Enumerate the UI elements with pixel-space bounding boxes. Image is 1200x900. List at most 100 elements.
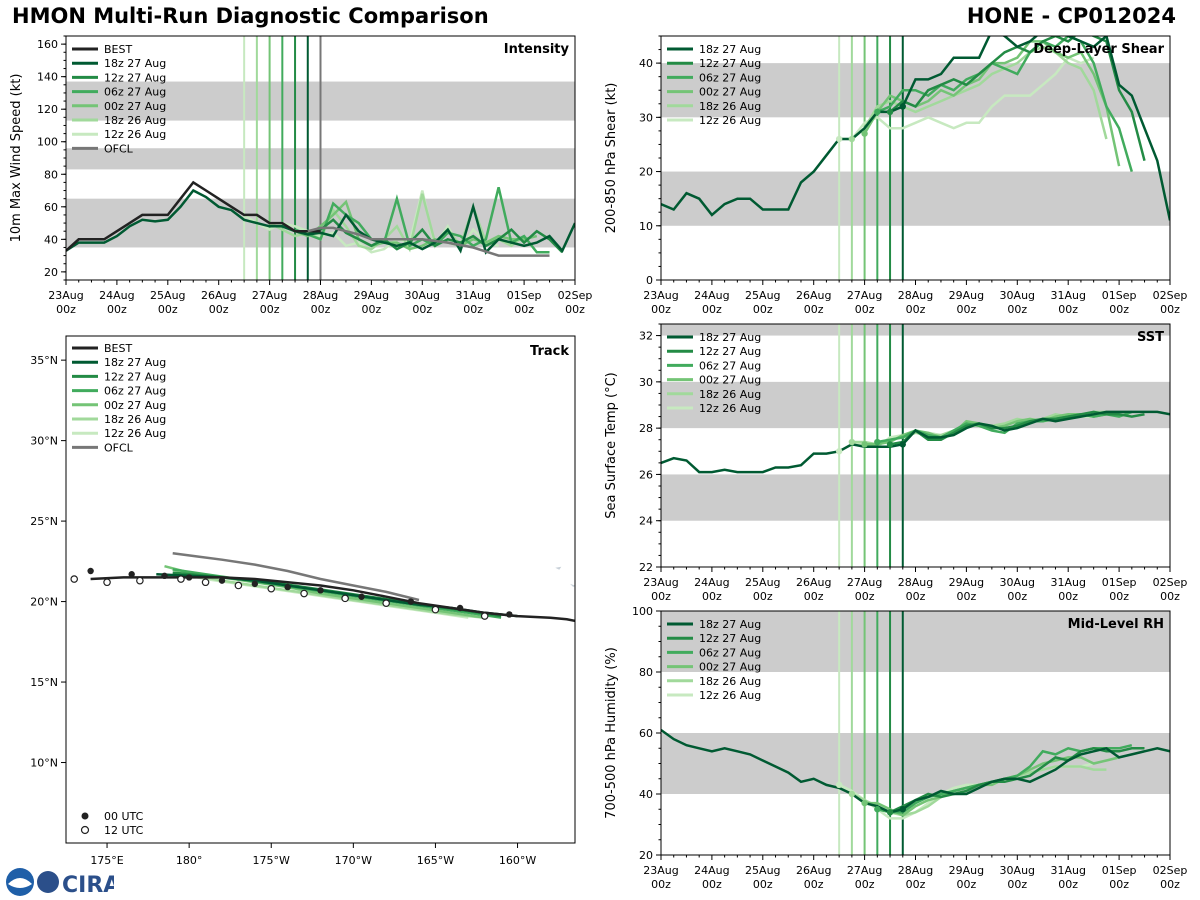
lon-tick-label: 160°W	[499, 854, 536, 867]
chart-shear: 01020304023Aug00z24Aug00z25Aug00z26Aug00…	[604, 35, 1188, 316]
x-tick-sublabel: 00z	[260, 303, 280, 316]
x-tick-sublabel: 00z	[906, 590, 926, 603]
x-tick-label: 29Aug	[949, 864, 984, 877]
init-marker	[874, 806, 881, 813]
plot-area	[661, 324, 1170, 567]
marker-12utc	[431, 605, 440, 614]
best-track-line	[90, 576, 575, 623]
legend-label: 18z 26 Aug	[699, 388, 761, 401]
marker-00utc	[407, 598, 415, 605]
x-tick-sublabel: 00z	[107, 303, 127, 316]
lat-tick-label: 30°N	[30, 435, 58, 448]
y-axis-label: 200-850 hPa Shear (kt)	[604, 83, 619, 234]
x-tick-label: 26Aug	[796, 576, 831, 589]
legend-label: 12z 26 Aug	[699, 689, 761, 702]
panel-title: Track	[530, 344, 569, 359]
x-tick-sublabel: 00z	[1109, 303, 1129, 316]
x-tick-sublabel: 00z	[362, 303, 382, 316]
band-0	[661, 474, 1170, 521]
y-tick-label: 100	[632, 605, 653, 618]
storm-id: HONE - CP012024	[966, 4, 1176, 28]
series-line-06z-27-Aug	[876, 36, 1133, 172]
legend-label: 18z 27 Aug	[104, 57, 166, 70]
legend-label: 06z 27 Aug	[104, 385, 166, 398]
x-tick-sublabel: 00z	[753, 590, 773, 603]
panel-title: Mid-Level RH	[1068, 617, 1164, 632]
legend-label: 12z 26 Aug	[104, 427, 166, 440]
init-marker	[874, 438, 881, 446]
x-tick-label: 29Aug	[949, 576, 984, 589]
x-tick-sublabel: 00z	[463, 303, 483, 316]
band-0	[661, 733, 1170, 794]
x-tick-label: 02Sep	[1153, 289, 1188, 302]
plot-area	[661, 36, 1170, 280]
x-tick-sublabel: 00z	[209, 303, 229, 316]
page-title: HMON Multi-Run Diagnostic Comparison	[12, 4, 489, 28]
ofcl-track-line	[172, 552, 420, 602]
init-marker	[861, 441, 868, 448]
plot-area	[66, 36, 575, 280]
marker-12utc	[480, 612, 489, 620]
legend-label: BEST	[104, 43, 132, 56]
x-tick-label: 02Sep	[1153, 864, 1188, 877]
x-tick-label: 24Aug	[694, 864, 729, 877]
y-tick-label: 100	[37, 136, 58, 149]
x-tick-label: 29Aug	[949, 289, 984, 302]
lon-tick-label: 170°W	[335, 854, 372, 867]
agency-logos: CIRA	[6, 868, 114, 898]
legend-label: 18z 26 Aug	[104, 413, 166, 426]
y-tick-label: 40	[639, 57, 653, 70]
marker-legend-open	[80, 825, 90, 835]
init-marker	[874, 108, 881, 116]
x-tick-sublabel: 00z	[1109, 590, 1129, 603]
x-tick-sublabel: 00z	[412, 303, 432, 316]
panel-title: SST	[1137, 330, 1164, 345]
legend-label: 00z 27 Aug	[699, 661, 761, 674]
lat-tick-label: 25°N	[30, 515, 58, 528]
series-line-18z-27-Aug	[902, 746, 1170, 811]
init-marker	[899, 103, 906, 110]
marker-00utc	[251, 580, 259, 588]
marker-00utc	[284, 583, 291, 591]
x-tick-label: 31Aug	[1050, 289, 1085, 302]
legend-label: 18z 26 Aug	[699, 100, 761, 113]
legend-label: 12z 27 Aug	[699, 345, 761, 358]
y-tick-label: 20	[44, 266, 58, 279]
x-tick-sublabel: 00z	[702, 303, 722, 316]
legend-label: 06z 27 Aug	[699, 71, 761, 84]
x-tick-sublabel: 00z	[1160, 303, 1180, 316]
x-tick-sublabel: 00z	[1058, 878, 1078, 891]
y-axis-label: 700-500 hPa Humidity (%)	[604, 647, 619, 819]
band-1	[661, 611, 1170, 672]
chart-rh: 2040608010023Aug00z24Aug00z25Aug00z26Aug…	[604, 605, 1187, 891]
y-tick-label: 80	[639, 666, 653, 679]
x-tick-label: 31Aug	[455, 289, 490, 302]
marker-12utc	[177, 575, 185, 583]
marker-12utc	[136, 576, 144, 585]
x-tick-label: 23Aug	[643, 864, 678, 877]
legend-label: 12z 26 Aug	[104, 128, 166, 141]
x-tick-label: 27Aug	[847, 864, 882, 877]
best-track-line	[66, 180, 321, 252]
x-tick-sublabel: 00z	[56, 303, 76, 316]
marker-00utc	[55, 566, 61, 572]
x-tick-sublabel: 00z	[1007, 303, 1027, 316]
y-tick-label: 30	[639, 111, 653, 124]
y-tick-label: 26	[639, 468, 653, 481]
lon-tick-label: 175°W	[253, 854, 290, 867]
x-tick-label: 27Aug	[252, 289, 287, 302]
marker-12utc	[341, 594, 349, 603]
y-axis-label: Sea Surface Temp (°C)	[604, 372, 619, 519]
island-shape	[570, 583, 575, 587]
init-marker	[899, 806, 906, 813]
x-tick-label: 30Aug	[1000, 864, 1035, 877]
chart-track: 175°E 180° 175°W 170°W 165°W 160°W 10°N 15°N 20°…	[30, 335, 576, 867]
y-tick-label: 30	[639, 376, 653, 389]
x-tick-label: 28Aug	[303, 289, 338, 302]
y-tick-label: 40	[44, 233, 58, 246]
init-marker	[886, 108, 894, 116]
x-tick-sublabel: 00z	[311, 303, 331, 316]
x-tick-label: 02Sep	[1153, 576, 1188, 589]
x-tick-label: 30Aug	[1000, 576, 1035, 589]
